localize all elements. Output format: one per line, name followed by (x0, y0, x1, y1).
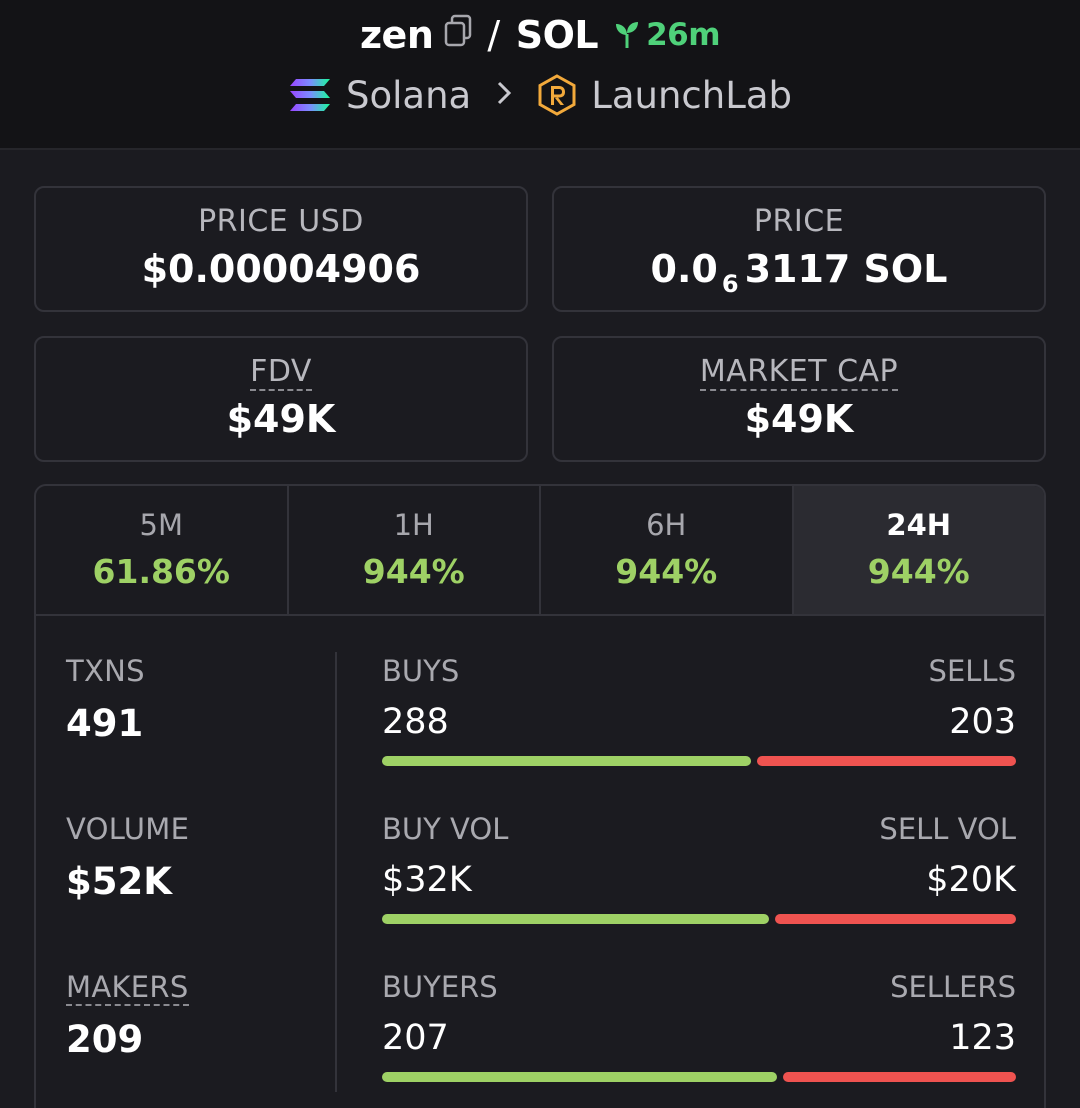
volume-ratio-bar (382, 914, 1016, 924)
txns-label: TXNS (66, 654, 145, 688)
fdv-card: FDV $49K (34, 336, 528, 462)
sell-bar (775, 914, 1016, 924)
price-value-prefix: 0.0 (650, 247, 718, 291)
sell-vol-label: SELL VOL (879, 812, 1016, 846)
chevron-right-icon (495, 76, 513, 114)
tab-label: 1H (393, 508, 434, 542)
buy-vol-value: $32K (382, 860, 472, 900)
volume-row: VOLUME $52K BUY VOL SELL VOL $32K $20K (36, 792, 1044, 942)
buy-bar (382, 756, 751, 766)
tab-5m[interactable]: 5M 61.86% (36, 486, 289, 614)
fdv-label-text: FDV (250, 354, 312, 391)
volume-label: VOLUME (66, 812, 190, 846)
market-cap-value: $49K (744, 397, 854, 441)
buy-bar (382, 1072, 777, 1082)
tab-label: 5M (139, 508, 183, 542)
fdv-value: $49K (226, 397, 336, 441)
pair-separator: / (487, 13, 500, 57)
header: zen / SOL 26m (0, 0, 1080, 150)
txns-ratio-bar (382, 756, 1016, 766)
token-symbol: zen (359, 13, 434, 57)
tab-24h[interactable]: 24H 944% (793, 486, 1044, 614)
sell-vol-value: $20K (926, 860, 1016, 900)
price-value-suffix: 3117 SOL (744, 247, 948, 291)
buys-value: 288 (382, 702, 449, 742)
pair-age: 26m (614, 17, 721, 53)
price-card: PRICE 0.0 6 3117 SOL (552, 186, 1046, 312)
solana-logo-icon (288, 77, 332, 113)
price-usd-card: PRICE USD $0.00004906 (34, 186, 528, 312)
sells-value: 203 (949, 702, 1016, 742)
tab-change: 61.86% (92, 552, 230, 591)
breadcrumb-chain[interactable]: Solana (346, 73, 472, 117)
market-cap-label-text: MARKET CAP (699, 354, 899, 391)
volume-value: $52K (66, 860, 172, 903)
price-value-zero-count: 6 (721, 270, 739, 298)
buys-label: BUYS (382, 654, 460, 688)
tab-change: 944% (362, 552, 465, 591)
buyers-value: 207 (382, 1018, 449, 1058)
tab-label: 24H (886, 508, 952, 542)
buy-vol-label: BUY VOL (382, 812, 509, 846)
price-value: 0.0 6 3117 SOL (554, 247, 1044, 298)
sellers-label: SELLERS (890, 970, 1016, 1004)
sprout-icon (616, 22, 639, 48)
buy-bar (382, 914, 769, 924)
timeframe-tabs: 5M 61.86% 1H 944% 6H 944% 24H 944% (36, 486, 1044, 616)
makers-label[interactable]: MAKERS (66, 970, 189, 1006)
launchlab-logo-icon (537, 74, 577, 116)
copy-icon[interactable] (443, 13, 473, 57)
tab-change: 944% (867, 552, 970, 591)
txns-value: 491 (66, 702, 144, 745)
price-label: PRICE (753, 204, 845, 239)
sell-bar (757, 756, 1016, 766)
quote-symbol: SOL (515, 13, 599, 57)
price-usd-value: $0.00004906 (141, 247, 421, 291)
sellers-value: 123 (949, 1018, 1016, 1058)
makers-row: MAKERS 209 BUYERS SELLERS 207 123 (36, 950, 1044, 1100)
txns-row: TXNS 491 BUYS SELLS 288 203 (36, 634, 1044, 784)
breadcrumb-dex[interactable]: LaunchLab (591, 73, 792, 117)
makers-label-text: MAKERS (66, 970, 189, 1006)
pair-age-value: 26m (646, 17, 721, 53)
pair-title: zen / SOL 26m (0, 10, 1080, 60)
makers-value: 209 (66, 1018, 144, 1061)
makers-ratio-bar (382, 1072, 1016, 1082)
tab-change: 944% (615, 552, 718, 591)
tab-6h[interactable]: 6H 944% (541, 486, 794, 614)
market-cap-label[interactable]: MARKET CAP (554, 354, 1044, 391)
performance-panel: 5M 61.86% 1H 944% 6H 944% 24H 944% TXNS … (34, 484, 1046, 1108)
tab-1h[interactable]: 1H 944% (289, 486, 541, 614)
sells-label: SELLS (928, 654, 1016, 688)
fdv-label[interactable]: FDV (36, 354, 526, 391)
price-usd-label: PRICE USD (198, 204, 364, 239)
buyers-label: BUYERS (382, 970, 498, 1004)
sell-bar (783, 1072, 1016, 1082)
metrics-divider (335, 652, 337, 1092)
breadcrumb: Solana LaunchLab (0, 70, 1080, 120)
market-cap-card: MARKET CAP $49K (552, 336, 1046, 462)
tab-label: 6H (646, 508, 687, 542)
